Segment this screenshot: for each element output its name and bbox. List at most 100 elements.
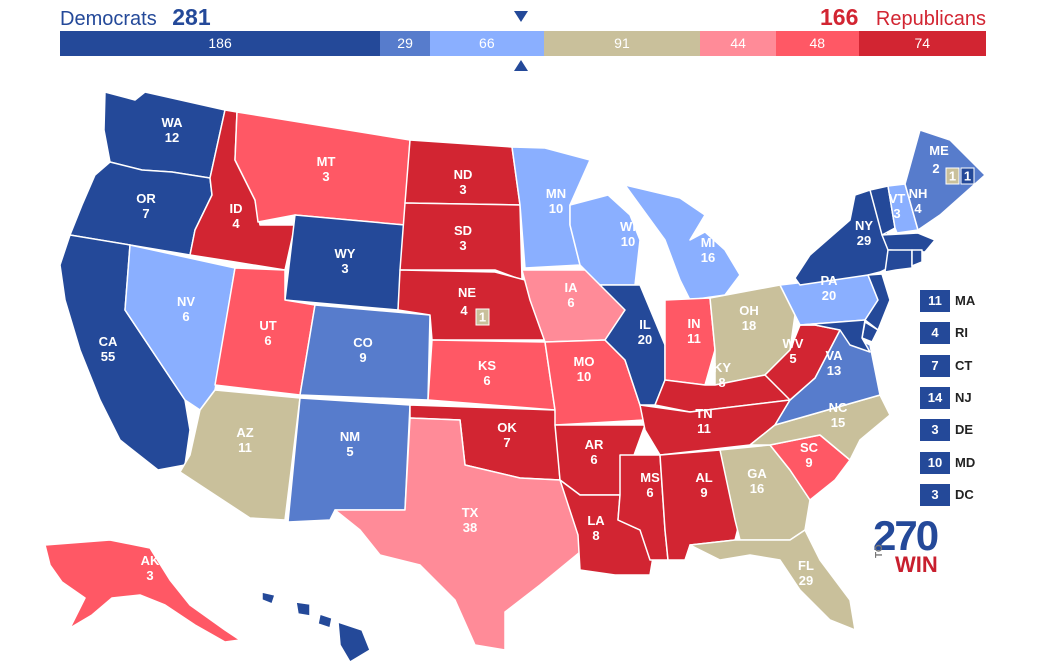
district-box-me-d1[interactable] [945,167,960,185]
state-ev-ak: 3 [146,568,153,583]
state-il[interactable] [599,284,666,406]
district-value-ne-d2: 1 [479,310,486,325]
state-label-wv: WV [783,336,804,351]
state-ev-id: 4 [232,216,240,231]
state-ev-sd: 3 [459,238,466,253]
state-label-or: OR [136,191,156,206]
state-label-la: LA [587,513,605,528]
state-ev-hi: 4 [318,643,326,658]
state-label-oh: OH [739,303,759,318]
state-ev-ms: 6 [646,485,653,500]
state-label-va: VA [825,348,843,363]
state-label-ia: IA [565,280,579,295]
state-ev-ks: 6 [483,373,490,388]
majority-marker-up-icon [514,60,528,71]
state-ev-wy: 3 [341,261,348,276]
small-state-label-nj: NJ [955,389,972,405]
state-ne[interactable] [397,269,546,341]
state-label-al: AL [695,470,712,485]
state-ev-mi: 16 [701,250,715,265]
state-me[interactable] [904,129,986,231]
district-box-me-d2[interactable] [960,167,975,185]
state-ct[interactable] [884,249,913,273]
state-label-il: IL [639,317,651,332]
state-label-sc: SC [800,440,819,455]
state-label-sd: SD [454,223,472,238]
state-label-pa: PA [820,273,838,288]
state-ev-tn: 11 [697,421,711,436]
state-ev-oh: 18 [742,318,756,333]
democrats-label: Democrats [60,8,157,30]
small-state-box-ri[interactable]: 4 [920,322,950,345]
state-ev-sc: 9 [805,455,812,470]
state-ev-vt: 3 [893,206,900,221]
republicans-total: 166 [819,4,859,30]
state-nh[interactable] [887,183,919,234]
small-state-box-ma[interactable]: 11 [920,290,950,312]
state-tx[interactable] [334,417,586,651]
state-label-mo: MO [574,354,595,369]
state-or[interactable] [69,161,213,256]
state-ev-al: 9 [700,485,707,500]
state-label-wi: WI [620,219,636,234]
state-ks[interactable] [427,339,556,411]
state-ma[interactable] [881,232,936,253]
state-ev-az: 11 [238,440,252,455]
state-label-wa: WA [162,115,184,130]
democrats-header: Democrats 281 [60,4,211,31]
state-ev-wa: 12 [165,130,179,145]
small-state-label-de: DE [955,422,974,438]
bar-segment-likely-d: 29 [380,31,431,56]
state-ev-pa: 20 [822,288,836,303]
state-ev-wv: 5 [789,351,796,366]
state-label-ms: MS [640,470,660,485]
state-ev-ok: 7 [503,435,510,450]
majority-marker-down-icon [514,11,528,22]
state-label-vt: VT [889,191,906,206]
state-ev-co: 9 [359,350,366,365]
state-ev-wi: 10 [621,234,635,249]
state-ev-mt: 3 [322,169,329,184]
state-ri[interactable] [911,249,923,267]
district-box-ne-d2[interactable] [475,308,490,326]
bar-segment-lean-d: 66 [430,31,544,56]
bar-segment-tossup: 91 [543,31,701,56]
small-state-label-ri: RI [955,325,968,341]
state-ak[interactable] [44,539,241,643]
state-nm[interactable] [287,397,411,523]
state-ev-il: 20 [638,332,652,347]
state-hi[interactable] [261,591,371,663]
state-ev-fl: 29 [799,573,813,588]
state-label-nh: NH [909,186,928,201]
state-ev-mn: 10 [549,201,563,216]
state-ev-nm: 5 [346,444,353,459]
state-ev-la: 8 [592,528,599,543]
state-label-az: AZ [236,425,253,440]
state-ev-in: 11 [687,331,701,346]
state-label-me: ME [929,143,949,158]
republicans-label: Republicans [875,8,986,30]
state-label-ne: NE [458,285,476,300]
state-label-ut: UT [259,318,276,333]
logo-win: WIN [895,552,938,577]
small-state-box-nj[interactable]: 14 [920,386,950,409]
state-md[interactable] [799,319,871,353]
state-mi[interactable] [624,184,741,301]
small-state-box-dc[interactable]: 3 [920,483,950,506]
logo-270: 270 [873,512,939,559]
state-ev-ga: 16 [750,481,764,496]
state-ev-nd: 3 [459,182,466,197]
small-state-box-de[interactable]: 3 [920,419,950,442]
small-state-box-ct[interactable]: 7 [920,354,950,377]
state-ev-ar: 6 [590,452,597,467]
state-label-ny: NY [855,218,873,233]
state-ev-ny: 29 [857,233,871,248]
small-state-box-md[interactable]: 10 [920,451,950,474]
state-ev-nh: 4 [914,201,922,216]
state-fl[interactable] [689,529,856,631]
state-label-nd: ND [454,167,473,182]
bar-segment-lean-r: 44 [700,31,776,56]
state-label-nc: NC [829,400,848,415]
state-ev-ca: 55 [101,349,115,364]
